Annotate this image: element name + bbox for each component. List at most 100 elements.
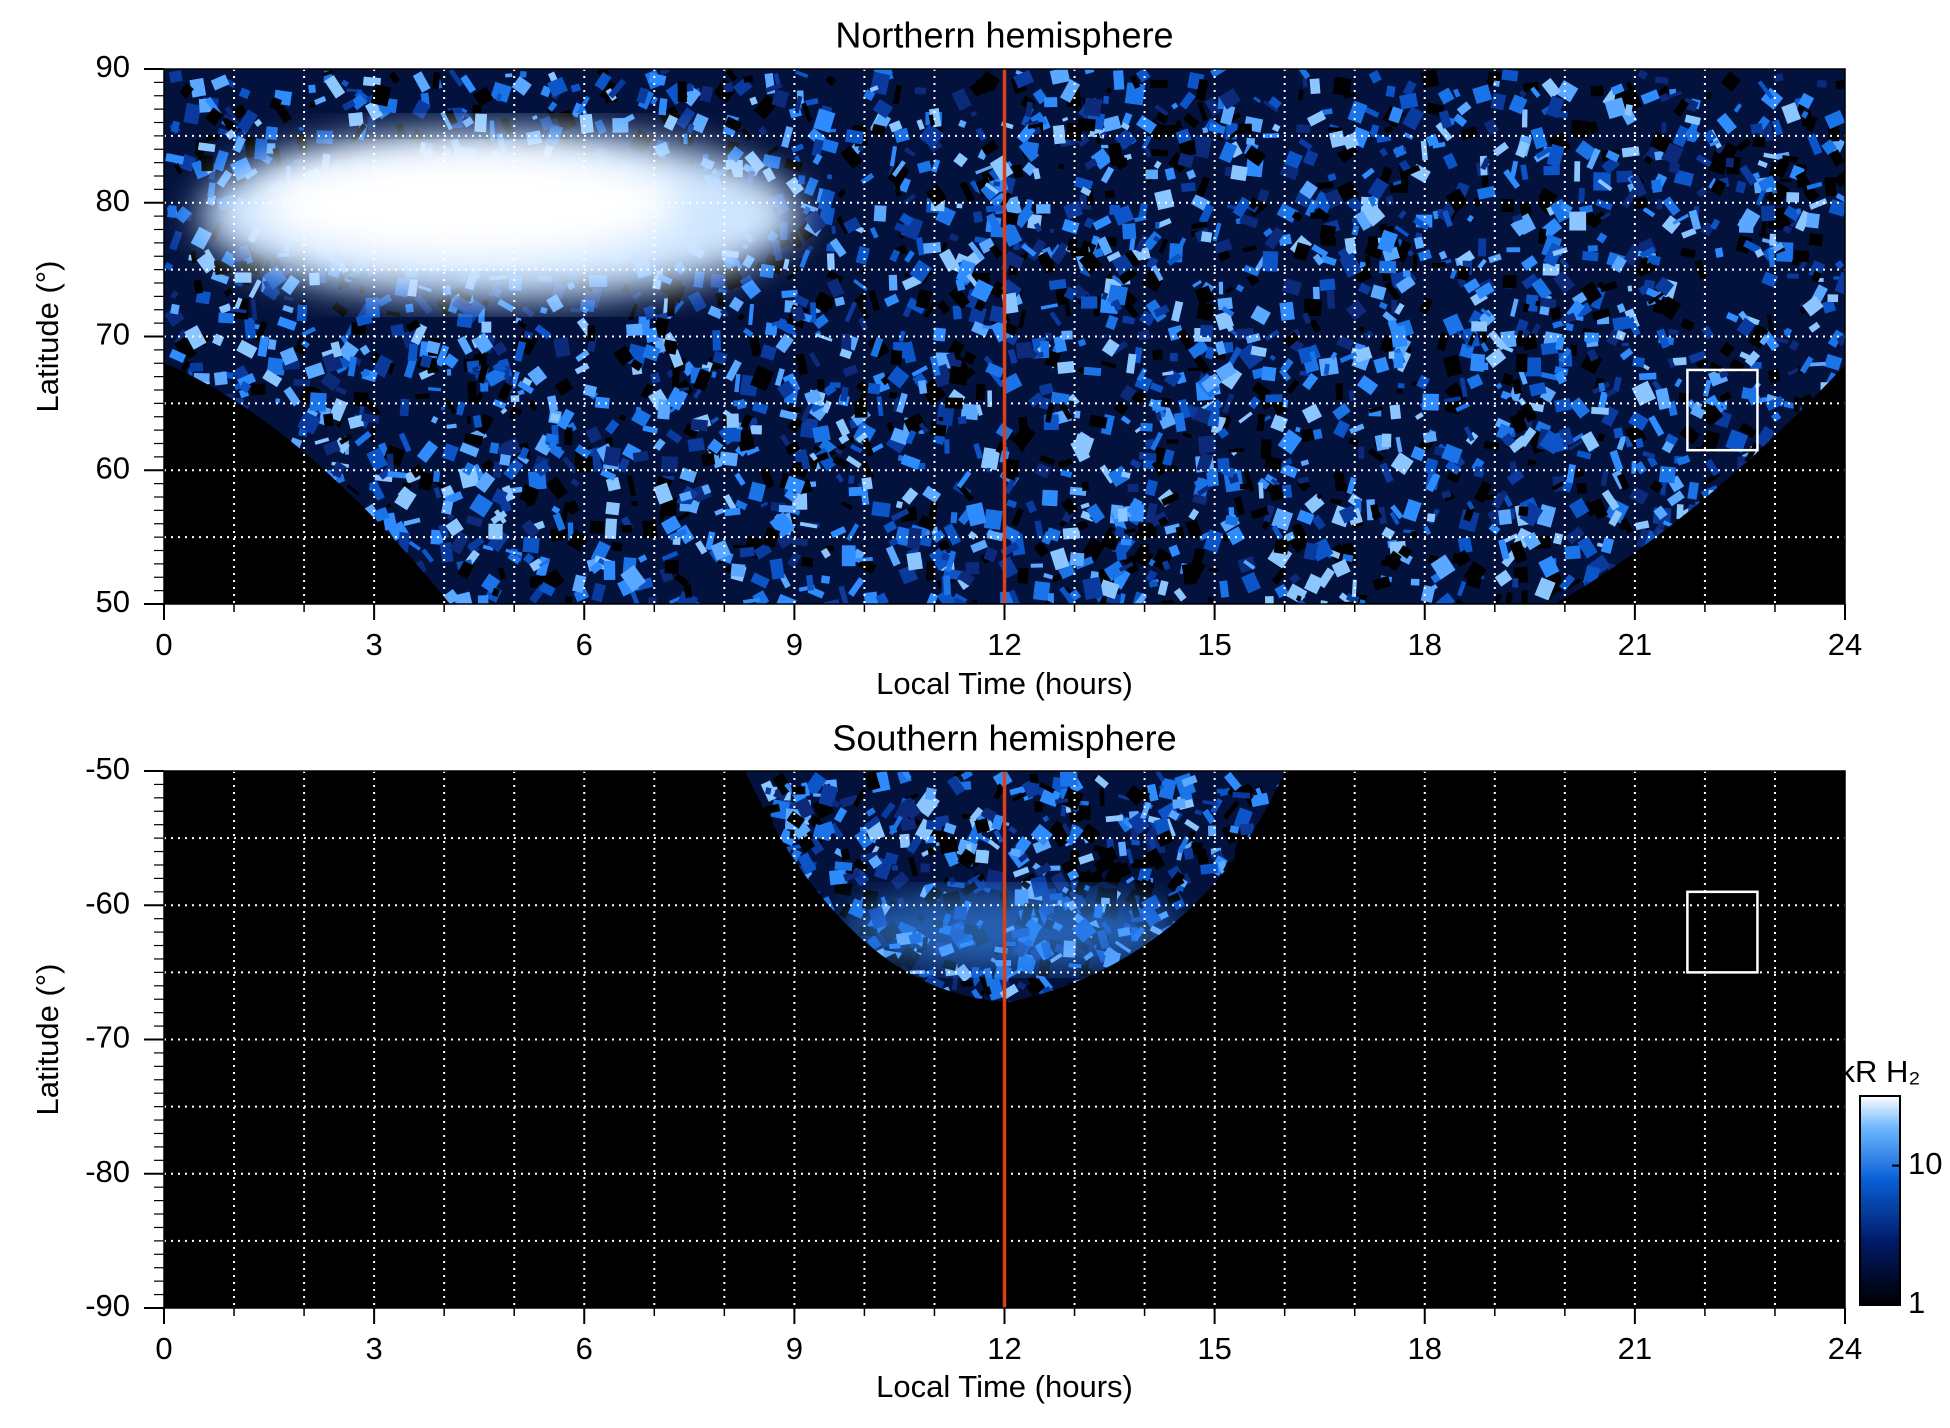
emission-streak — [1358, 446, 1365, 459]
emission-streak — [677, 81, 687, 103]
emission-streak — [445, 518, 464, 537]
emission-streak — [1834, 260, 1845, 270]
emission-streak — [428, 387, 442, 392]
emission-streak — [1502, 275, 1517, 289]
emission-streak — [825, 75, 837, 87]
x-tick-label: 0 — [155, 1331, 172, 1366]
emission-streak — [165, 152, 185, 165]
emission-streak — [1258, 482, 1264, 499]
emission-streak — [863, 591, 879, 604]
emission-streak — [1023, 199, 1033, 218]
emission-streak — [1530, 126, 1548, 150]
emission-streak — [1271, 508, 1294, 531]
emission-streak — [1627, 285, 1633, 292]
y-axis-label: Latitude (°) — [30, 261, 65, 413]
emission-streak — [1836, 333, 1845, 347]
emission-streak — [390, 323, 405, 338]
emission-streak — [818, 137, 839, 154]
emission-streak — [712, 350, 728, 366]
emission-streak — [617, 457, 630, 473]
emission-streak — [1555, 79, 1579, 103]
emission-streak — [1668, 162, 1680, 174]
emission-streak — [1647, 455, 1658, 468]
emission-streak — [1456, 265, 1471, 281]
emission-streak — [889, 146, 898, 167]
x-tick-label: 6 — [576, 1331, 593, 1366]
emission-streak — [1209, 69, 1227, 78]
emission-streak — [1568, 439, 1583, 451]
emission-streak — [1109, 204, 1121, 216]
emission-streak — [570, 478, 580, 488]
emission-streak — [1129, 74, 1141, 89]
emission-streak — [871, 501, 891, 518]
emission-streak — [1220, 366, 1243, 390]
emission-streak — [1379, 462, 1394, 483]
emission-streak — [1412, 253, 1418, 272]
emission-streak — [410, 323, 428, 346]
emission-streak — [666, 369, 674, 378]
x-tick-label: 24 — [1828, 627, 1862, 662]
emission-streak — [328, 398, 348, 422]
emission-streak — [323, 413, 334, 427]
emission-streak — [1326, 290, 1336, 309]
emission-streak — [637, 554, 648, 563]
emission-streak — [1471, 362, 1489, 371]
emission-streak — [1786, 273, 1799, 279]
emission-streak — [1320, 254, 1337, 266]
emission-streak — [369, 426, 376, 442]
emission-streak — [1106, 250, 1122, 263]
x-tick-label: 3 — [366, 627, 383, 662]
emission-streak — [725, 359, 742, 382]
emission-streak — [1829, 128, 1841, 140]
emission-streak — [1281, 277, 1303, 296]
emission-streak — [1260, 439, 1272, 460]
x-tick-label: 24 — [1828, 1331, 1862, 1366]
emission-streak — [968, 241, 985, 261]
emission-streak — [1030, 563, 1044, 568]
emission-streak — [1033, 222, 1042, 233]
y-tick-label: -70 — [85, 1020, 130, 1055]
emission-streak — [234, 272, 252, 283]
emission-streak — [1113, 70, 1125, 91]
emission-streak — [1517, 330, 1524, 347]
emission-streak — [1164, 369, 1182, 388]
emission-streak — [1521, 590, 1528, 604]
emission-streak — [1591, 406, 1609, 415]
emission-streak — [1257, 188, 1270, 203]
emission-streak — [1202, 126, 1209, 134]
emission-streak — [952, 305, 963, 320]
emission-streak — [898, 330, 906, 343]
emission-streak — [1498, 538, 1510, 560]
emission-streak — [841, 333, 852, 354]
emission-streak — [1150, 431, 1164, 451]
emission-streak — [1627, 411, 1649, 431]
emission-streak — [674, 284, 687, 303]
emission-streak — [734, 373, 741, 393]
emission-streak — [1074, 556, 1094, 570]
emission-streak — [1379, 260, 1397, 274]
emission-streak — [753, 542, 773, 560]
emission-streak — [714, 508, 725, 516]
emission-streak — [1038, 352, 1044, 358]
emission-streak — [1155, 217, 1172, 229]
emission-streak — [643, 305, 657, 321]
emission-streak — [492, 399, 507, 410]
emission-streak — [826, 253, 835, 270]
emission-streak — [1442, 354, 1463, 378]
emission-streak — [622, 113, 635, 124]
emission-streak — [1164, 167, 1176, 181]
emission-streak — [1265, 394, 1283, 403]
emission-streak — [338, 355, 353, 369]
emission-streak — [1570, 345, 1577, 356]
emission-streak — [432, 470, 441, 483]
emission-streak — [1157, 580, 1169, 596]
emission-streak — [1767, 314, 1775, 335]
emission-streak — [950, 511, 958, 524]
colorbar-label: kR H₂ — [1840, 1054, 1921, 1089]
emission-streak — [1363, 106, 1380, 118]
y-axis-label: Latitude (°) — [30, 964, 65, 1116]
emission-streak — [565, 500, 580, 515]
emission-streak — [1244, 145, 1267, 167]
x-tick-label: 15 — [1197, 627, 1231, 662]
